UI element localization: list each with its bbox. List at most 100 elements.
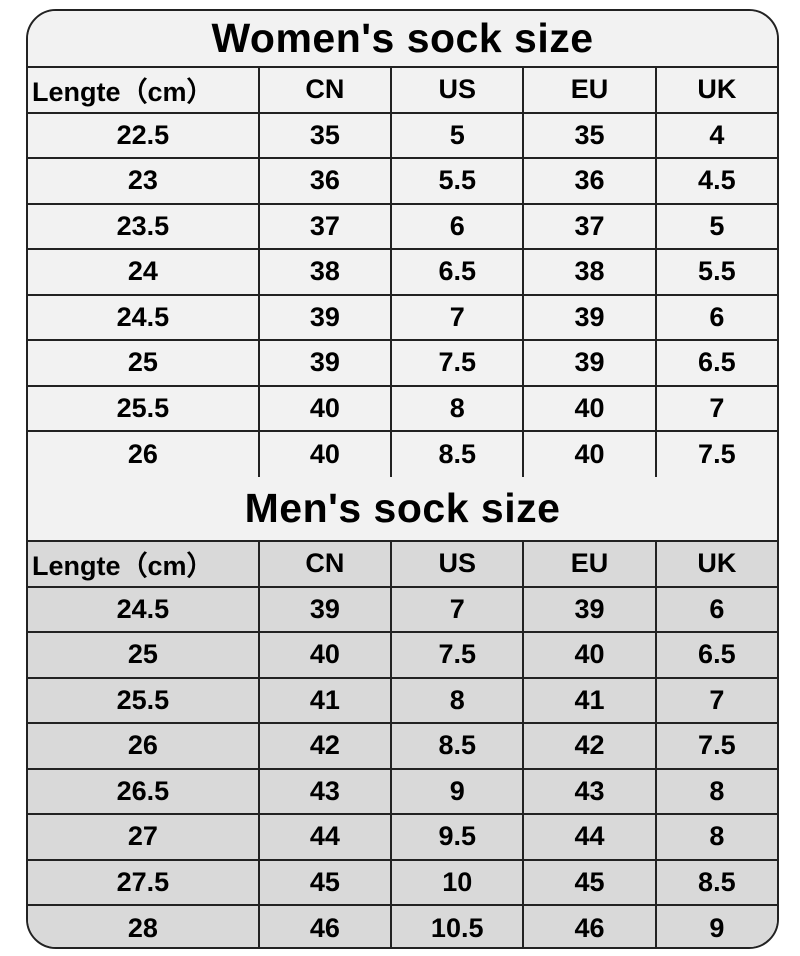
table-header-row: Lengte（cm） CN US EU UK [28, 68, 777, 114]
table-cell: 41 [524, 678, 657, 722]
table-cell: 7.5 [698, 730, 736, 761]
table-cell: 24.5 [28, 295, 260, 339]
table-cell: 6 [709, 593, 725, 624]
table-cell: 8.5 [698, 866, 736, 897]
table-cell: 25.5 [28, 678, 260, 722]
table-cell: 36 [260, 159, 393, 203]
table-cell: 8 [709, 775, 725, 806]
table-cell: 46 [260, 906, 393, 947]
table-cell: 7 [392, 587, 525, 631]
table-cell: 43 [524, 769, 657, 813]
table-row: 25 39 7.5 39 6.5 [28, 341, 777, 387]
table-cell: 39 [524, 587, 657, 631]
table-cell: 10 [392, 860, 525, 904]
table-cell: 38 [524, 250, 657, 294]
table-cell: 39 [260, 587, 393, 631]
table-cell: 39 [524, 341, 657, 385]
table-cell: 44 [260, 815, 393, 859]
table-cell: 8.5 [392, 724, 525, 768]
table-cell: 45 [524, 860, 657, 904]
sock-size-chart: Women's sock size Lengte（cm） CN US EU UK 22.5 3… [26, 9, 779, 949]
column-header: CN [260, 68, 393, 112]
table-cell: 9.5 [392, 815, 525, 859]
table-cell: 37 [260, 204, 393, 248]
column-header: EU [524, 542, 657, 586]
column-header: EU [524, 68, 657, 112]
column-header: Lengte（cm） [28, 68, 260, 112]
column-header: UK [697, 548, 737, 579]
table-cell: 43 [260, 769, 393, 813]
women-title: Women's sock size [28, 11, 777, 68]
table-cell: 24.5 [28, 587, 260, 631]
table-cell: 5 [392, 113, 525, 157]
table-row: 26 42 8.5 42 7.5 [28, 724, 777, 770]
column-header: Lengte（cm） [28, 542, 260, 586]
table-cell: 10.5 [392, 906, 525, 947]
table-cell: 25 [28, 633, 260, 677]
table-cell: 44 [524, 815, 657, 859]
table-row: 24.5 39 7 39 6 [28, 587, 777, 633]
table-cell: 8 [392, 678, 525, 722]
table-cell: 40 [260, 633, 393, 677]
table-cell: 36 [524, 159, 657, 203]
table-cell: 4 [709, 119, 725, 150]
table-cell: 23.5 [28, 204, 260, 248]
table-cell: 7 [709, 392, 725, 423]
table-cell: 6.5 [698, 347, 736, 378]
table-cell: 8 [709, 821, 725, 852]
table-cell: 25.5 [28, 386, 260, 430]
table-cell: 42 [524, 724, 657, 768]
table-cell: 39 [524, 295, 657, 339]
table-cell: 5.5 [392, 159, 525, 203]
table-cell: 5.5 [698, 256, 736, 287]
table-cell: 7 [392, 295, 525, 339]
table-row: 26.5 43 9 43 8 [28, 769, 777, 815]
table-cell: 35 [260, 113, 393, 157]
table-cell: 25 [28, 341, 260, 385]
table-cell: 7 [709, 684, 725, 715]
table-cell: 35 [524, 113, 657, 157]
table-cell: 40 [260, 386, 393, 430]
table-cell: 28 [28, 906, 260, 947]
table-row: 25.5 41 8 41 7 [28, 678, 777, 724]
column-header: CN [260, 542, 393, 586]
table-cell: 38 [260, 250, 393, 294]
table-cell: 37 [524, 204, 657, 248]
table-cell: 45 [260, 860, 393, 904]
column-header: UK [697, 74, 737, 105]
table-cell: 26.5 [28, 769, 260, 813]
table-cell: 26 [28, 432, 260, 478]
column-header: US [392, 68, 525, 112]
table-row: 28 46 10.5 46 9 [28, 906, 777, 947]
table-cell: 39 [260, 295, 393, 339]
table-row: 24 38 6.5 38 5.5 [28, 250, 777, 296]
table-cell: 27 [28, 815, 260, 859]
table-cell: 22.5 [28, 113, 260, 157]
table-row: 27.5 45 10 45 8.5 [28, 860, 777, 906]
table-cell: 41 [260, 678, 393, 722]
table-cell: 27.5 [28, 860, 260, 904]
table-cell: 6 [392, 204, 525, 248]
table-cell: 9 [709, 913, 725, 944]
table-cell: 7.5 [392, 633, 525, 677]
table-cell: 6.5 [392, 250, 525, 294]
table-header-row: Lengte（cm） CN US EU UK [28, 542, 777, 588]
table-cell: 40 [524, 386, 657, 430]
table-row: 24.5 39 7 39 6 [28, 295, 777, 341]
table-cell: 4.5 [698, 165, 736, 196]
table-row: 25.5 40 8 40 7 [28, 386, 777, 432]
table-cell: 24 [28, 250, 260, 294]
table-cell: 40 [260, 432, 393, 478]
table-cell: 8 [392, 386, 525, 430]
men-title: Men's sock size [28, 477, 777, 542]
table-cell: 40 [524, 432, 657, 478]
table-cell: 42 [260, 724, 393, 768]
table-cell: 6.5 [698, 639, 736, 670]
table-row: 27 44 9.5 44 8 [28, 815, 777, 861]
table-cell: 9 [392, 769, 525, 813]
table-cell: 7.5 [392, 341, 525, 385]
table-cell: 5 [709, 210, 725, 241]
table-cell: 23 [28, 159, 260, 203]
table-row: 26 40 8.5 40 7.5 [28, 432, 777, 478]
table-cell: 26 [28, 724, 260, 768]
